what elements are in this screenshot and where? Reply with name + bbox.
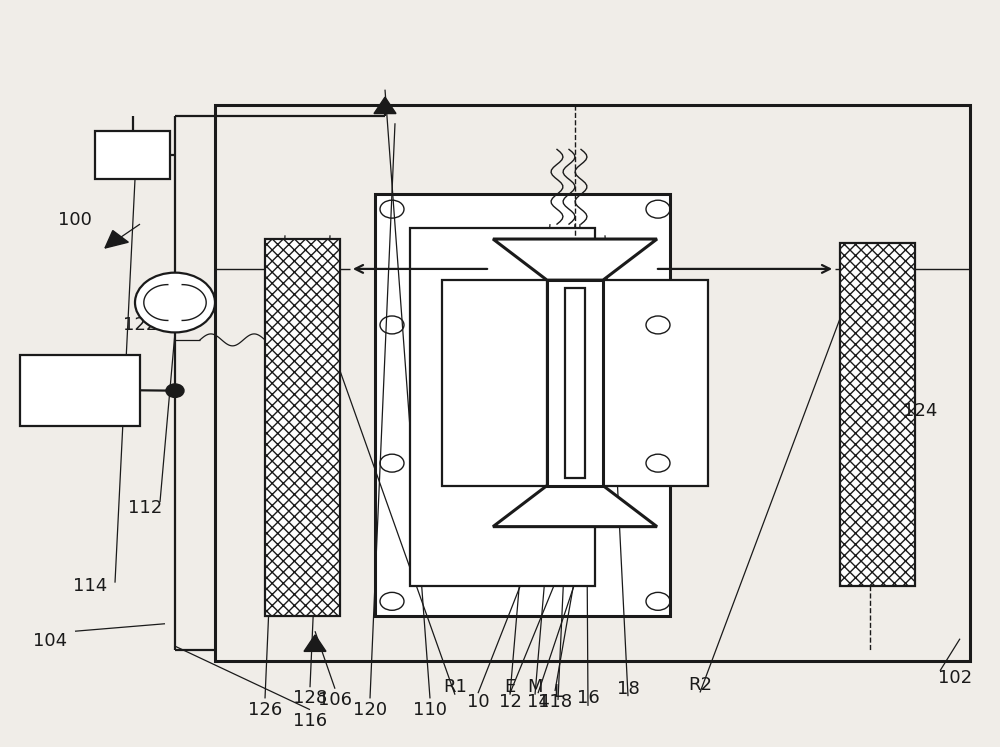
Polygon shape [493,239,657,280]
Text: 16: 16 [577,689,599,707]
Text: 106: 106 [318,691,352,709]
Text: E: E [504,678,516,696]
Bar [603,280,708,486]
Circle shape [135,273,215,332]
Text: 104: 104 [33,632,67,650]
Text: 110: 110 [413,701,447,719]
Text: 116: 116 [293,712,327,730]
Text: 14: 14 [527,693,549,711]
Text: 124: 124 [903,402,937,420]
Text: 102: 102 [938,669,972,687]
Bar [215,105,970,661]
Bar [95,131,170,179]
Bar [265,239,340,616]
Text: 112: 112 [128,499,162,517]
Polygon shape [493,486,657,527]
Text: 12: 12 [499,693,521,711]
Text: 100: 100 [58,211,92,229]
Text: 122: 122 [123,316,157,334]
Text: 128: 128 [293,689,327,707]
Text: 126: 126 [248,701,282,719]
Text: 18: 18 [617,680,639,698]
Bar [547,280,603,486]
Polygon shape [304,635,326,651]
Circle shape [166,384,184,397]
Bar [840,243,915,586]
Bar [20,355,140,426]
Text: 120: 120 [353,701,387,719]
Bar [565,288,585,478]
Text: M: M [527,678,543,696]
Polygon shape [105,231,128,248]
Text: 108: 108 [23,398,57,416]
Text: 10: 10 [467,693,489,711]
Bar [410,228,595,586]
Text: R1: R1 [443,678,467,696]
Text: L: L [553,684,563,701]
Text: 118: 118 [538,693,572,711]
Text: R2: R2 [688,676,712,694]
Bar [442,280,547,486]
Text: 114: 114 [73,577,107,595]
Polygon shape [374,97,396,114]
Bar [375,194,670,616]
